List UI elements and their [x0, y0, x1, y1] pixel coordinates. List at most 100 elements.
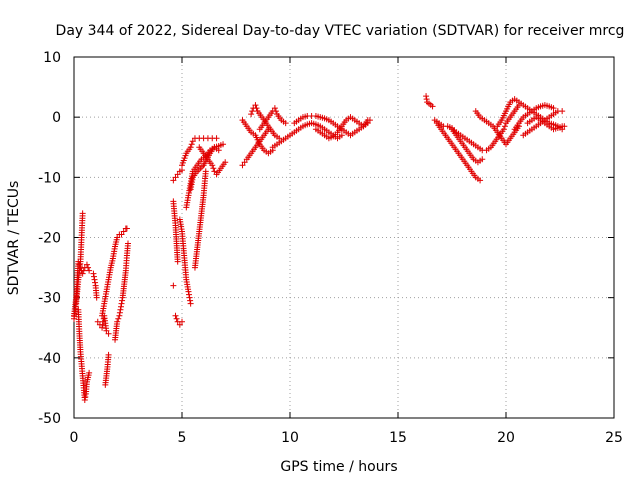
x-tick-label: 20 — [497, 430, 515, 446]
x-tick-label: 0 — [70, 430, 79, 446]
series-arc-14 — [179, 135, 220, 169]
data-point — [117, 303, 124, 310]
data-point — [172, 174, 179, 181]
data-point — [170, 177, 177, 184]
series-arc-30 — [472, 108, 522, 148]
data-point — [215, 147, 222, 154]
series-arc-32 — [511, 102, 557, 133]
series-arc-7 — [99, 225, 130, 319]
data-point — [103, 327, 110, 334]
data-point — [338, 132, 345, 139]
data-point — [79, 270, 86, 277]
series-arc-9 — [170, 282, 177, 289]
data-point — [93, 294, 100, 301]
data-point — [187, 144, 194, 151]
series-arc-17 — [191, 168, 209, 271]
y-tick-label: 0 — [52, 110, 61, 126]
data-point — [186, 291, 193, 298]
data-point — [116, 312, 123, 319]
data-point — [220, 141, 227, 148]
data-point — [188, 141, 195, 148]
data-point — [187, 297, 194, 304]
data-point — [500, 126, 507, 133]
data-point — [117, 306, 124, 313]
data-point — [86, 369, 93, 376]
data-point — [253, 105, 260, 112]
y-tick-label: -20 — [38, 231, 61, 247]
series-arc-18 — [196, 144, 229, 178]
data-point — [423, 93, 430, 100]
y-axis-label: SDTVAR / TECUs — [6, 181, 22, 296]
series-arc-22 — [256, 105, 289, 133]
data-point — [559, 108, 566, 115]
data-point — [174, 171, 181, 178]
data-point — [186, 294, 193, 301]
series-arc-28 — [431, 102, 522, 154]
data-point — [222, 159, 229, 166]
data-point — [179, 318, 185, 325]
data-point — [94, 318, 101, 325]
data-point — [282, 120, 289, 127]
data-point — [176, 321, 183, 328]
data-point — [86, 267, 93, 274]
y-tick-label: -10 — [38, 170, 61, 186]
series-arc-8 — [112, 240, 131, 343]
data-point — [239, 162, 246, 169]
data-point — [99, 324, 106, 331]
data-point — [271, 105, 278, 112]
data-points — [71, 93, 568, 403]
data-point — [90, 273, 97, 280]
series-arc-5 — [94, 312, 112, 337]
series-arc-3 — [75, 306, 93, 403]
y-tick-label: -30 — [38, 291, 61, 307]
data-point — [477, 177, 484, 184]
data-point — [115, 315, 122, 322]
series-arc-10 — [170, 167, 185, 184]
data-point — [249, 108, 256, 115]
data-point — [187, 300, 194, 307]
data-point — [120, 228, 127, 235]
series-arc-27 — [433, 120, 484, 184]
data-point — [118, 300, 125, 307]
data-point — [252, 102, 259, 109]
data-point — [366, 117, 373, 124]
data-point — [172, 312, 179, 319]
data-point — [561, 123, 568, 130]
data-point — [114, 234, 121, 241]
data-point — [123, 225, 130, 232]
data-point — [114, 318, 121, 325]
data-point — [248, 111, 255, 118]
data-point — [119, 297, 126, 304]
data-point — [125, 240, 131, 247]
data-point — [189, 138, 196, 145]
series-arc-6 — [102, 351, 112, 388]
data-point — [105, 351, 112, 358]
data-point — [92, 279, 99, 286]
series-arc-33 — [520, 108, 566, 139]
data-point — [82, 393, 89, 400]
data-point — [202, 168, 209, 175]
y-tick-label: 10 — [43, 50, 61, 66]
data-point — [91, 276, 98, 283]
data-point — [209, 162, 216, 169]
axis-ticks — [73, 56, 615, 419]
data-point — [241, 159, 248, 166]
data-point — [210, 165, 217, 172]
data-point — [272, 108, 279, 115]
data-point — [118, 231, 125, 238]
data-point — [550, 105, 557, 112]
data-point — [105, 330, 112, 337]
data-point — [85, 264, 92, 271]
x-tick-label: 15 — [389, 430, 407, 446]
x-axis-label: GPS time / hours — [280, 459, 397, 475]
series-arc-20 — [239, 117, 276, 157]
y-tick-label: -40 — [38, 351, 61, 367]
chart-title: Day 344 of 2022, Sidereal Day-to-day VTE… — [56, 23, 625, 39]
y-tick-label: -50 — [38, 411, 61, 427]
data-point — [211, 168, 218, 175]
data-point — [174, 258, 181, 265]
series-arc-12 — [172, 312, 185, 328]
data-point — [501, 123, 508, 130]
series-arc-11 — [170, 198, 181, 265]
